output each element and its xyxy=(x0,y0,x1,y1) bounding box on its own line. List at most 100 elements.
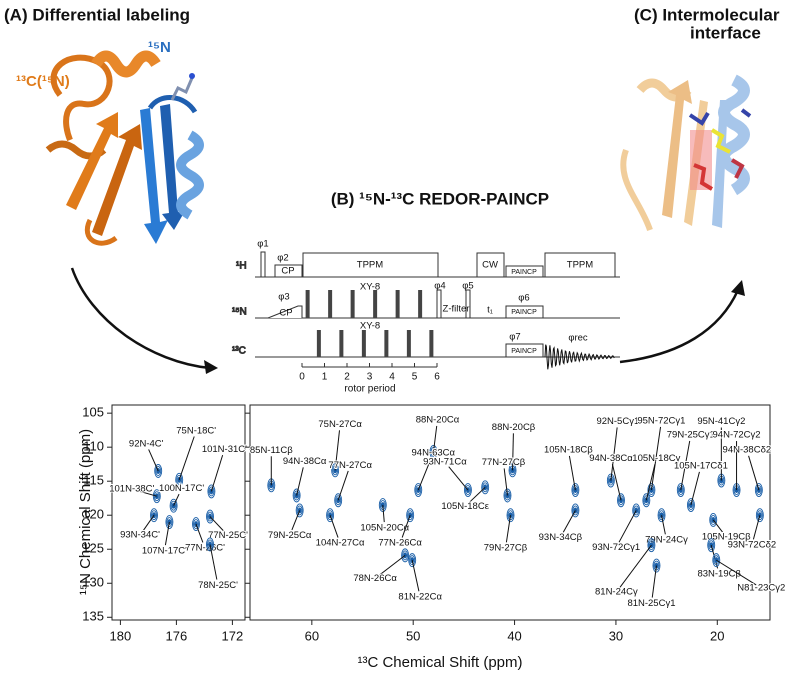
leader-line xyxy=(469,486,486,503)
peak-label: 94N-38Cδ2 xyxy=(723,445,772,456)
peak-label: 105N-18Cε xyxy=(441,501,489,512)
contour xyxy=(710,515,717,525)
peak-label: 95N-41Cγ2 xyxy=(697,416,745,427)
peak xyxy=(686,498,695,512)
leader-line xyxy=(448,466,469,491)
arrowhead xyxy=(204,360,218,374)
peak-label: 92N-4C' xyxy=(129,439,164,450)
contour xyxy=(632,503,641,518)
contour xyxy=(192,517,200,532)
contour xyxy=(401,548,410,563)
pulse-13c xyxy=(406,330,411,357)
peak-label: 94N-38Cα xyxy=(589,453,633,464)
leader-line xyxy=(505,515,512,543)
panel-c-title: interface xyxy=(690,23,761,42)
channel-label: ¹H xyxy=(236,261,247,272)
contour xyxy=(406,508,415,523)
peak-label: 79N-25Cα xyxy=(268,530,312,541)
leader-line xyxy=(619,544,652,588)
contour xyxy=(175,472,184,487)
contour xyxy=(326,508,335,523)
peak-label: N81-23Cγ2 xyxy=(737,583,785,594)
contour xyxy=(708,540,715,551)
peak-label: 88N-20Cβ xyxy=(492,422,536,433)
x-tick-label: 20 xyxy=(710,628,724,643)
contour xyxy=(415,485,422,495)
contour xyxy=(206,509,214,524)
contour xyxy=(331,463,340,478)
pulse-sequence: ¹H ¹⁵N ¹³C φ1 φ2 CP TPPM CW PAINCP TPPM φ3 CP XY-… xyxy=(232,239,620,395)
pulse-label: CP xyxy=(281,266,294,277)
peak-label: 77N-27Cβ xyxy=(482,457,526,468)
pulse-13c xyxy=(429,330,434,357)
pulse-label: t₁ xyxy=(487,305,493,316)
protein-c xyxy=(620,74,752,232)
leader-line xyxy=(716,559,757,586)
leader-line xyxy=(748,455,760,491)
spectra: 180 176 172 105 110 115 120 125 130 135 92N-4C' 75N… xyxy=(77,404,786,671)
contour xyxy=(327,510,334,521)
peak-label: 75N-27Cα xyxy=(318,419,362,430)
contour xyxy=(506,508,515,523)
pulse-label: XY-8 xyxy=(360,321,380,332)
leader-line xyxy=(568,455,576,491)
peak-label: 81N-25Cγ1 xyxy=(627,598,675,609)
pulse-label: φ1 xyxy=(257,239,268,250)
pulse-label: φ3 xyxy=(278,292,289,303)
contour xyxy=(657,508,666,523)
pulse-label: φ4 xyxy=(434,281,445,292)
contour xyxy=(409,555,416,566)
contour xyxy=(150,508,158,523)
contour xyxy=(756,510,763,521)
rotor-tick-label: 4 xyxy=(389,372,395,383)
leader-line xyxy=(379,554,406,576)
leader-line xyxy=(296,467,304,496)
contour xyxy=(606,473,615,488)
peak-label: 85N-11Cβ xyxy=(250,445,293,456)
contour xyxy=(169,498,178,513)
rotor-tick-label: 2 xyxy=(344,372,350,383)
contour xyxy=(292,488,301,503)
contour xyxy=(414,483,423,497)
x-tick-label: 180 xyxy=(110,628,132,643)
pulse-label: PAINCP xyxy=(511,309,537,316)
pulse-15n xyxy=(418,290,423,318)
leader-line xyxy=(411,560,420,592)
contour xyxy=(463,483,472,497)
contour xyxy=(642,493,651,508)
peak-label: 77N-27Cα xyxy=(328,460,372,471)
panel-c-title: (C) Intermolecular xyxy=(634,5,780,24)
contour xyxy=(658,510,665,521)
leader-line xyxy=(329,515,339,538)
peak-label: 77N-26Cα xyxy=(378,538,422,549)
contour xyxy=(296,505,303,516)
contour xyxy=(295,503,304,518)
contour xyxy=(151,510,157,521)
peak-label: 77N-25C' xyxy=(208,530,248,541)
peak-label: 101N-38C' xyxy=(109,484,154,495)
leader-line xyxy=(712,519,723,533)
contour xyxy=(647,483,656,497)
contour xyxy=(335,495,342,506)
y-tick-label: 125 xyxy=(82,541,104,556)
pulse-label: φ2 xyxy=(277,253,288,264)
peak-label: 79N-27Cβ xyxy=(484,543,528,554)
pulse-15n xyxy=(350,290,355,318)
contour xyxy=(154,464,163,478)
pulse-label: Z-filter xyxy=(443,304,470,315)
x-tick-label: 176 xyxy=(166,628,188,643)
leader-line xyxy=(337,470,349,501)
y-tick-label: 115 xyxy=(83,473,104,488)
contour xyxy=(607,475,614,486)
peak xyxy=(192,517,200,532)
contour xyxy=(707,538,716,553)
arrow-b-c xyxy=(619,289,740,364)
pulse-15n xyxy=(305,290,310,318)
pulse-label: CW xyxy=(482,260,498,271)
peak xyxy=(571,483,580,497)
leader-line xyxy=(611,463,622,501)
peak-label: 104N-27Cα xyxy=(316,538,365,549)
leader-line xyxy=(618,510,637,543)
y-axis-label: ¹⁵N Chemical Shift (ppm) xyxy=(77,429,94,595)
x-tick-label: 50 xyxy=(406,628,420,643)
